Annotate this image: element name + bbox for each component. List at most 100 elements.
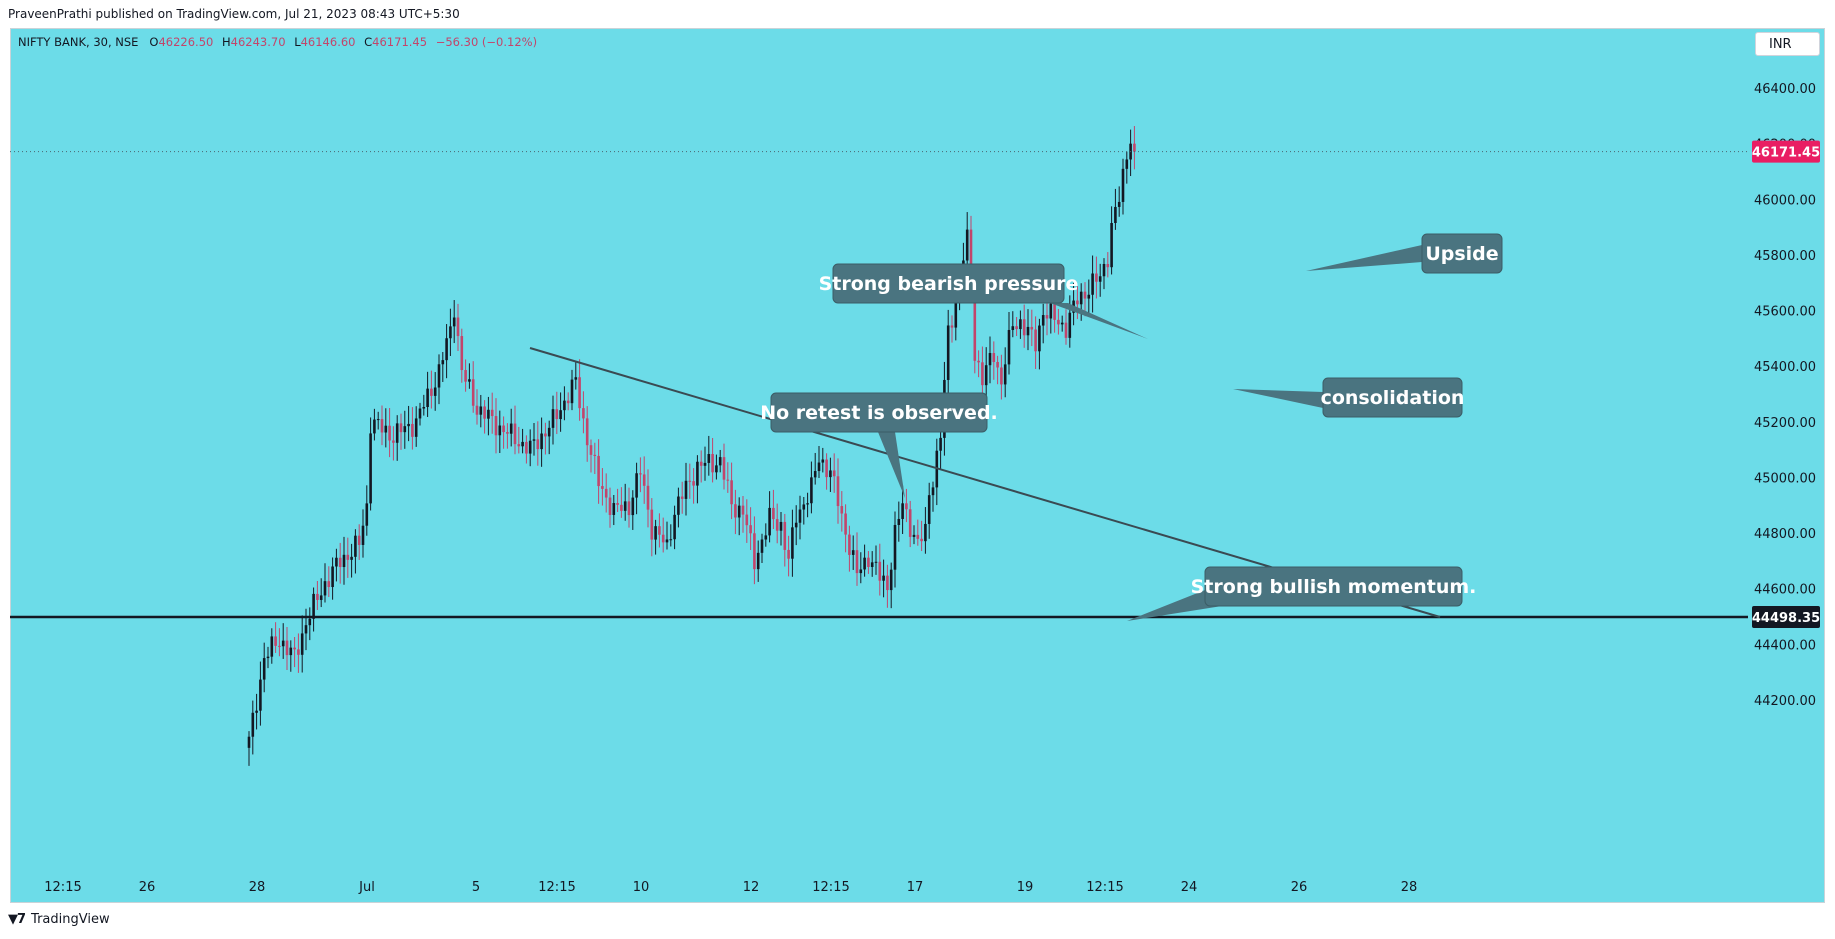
candle-body bbox=[992, 353, 996, 363]
candle-body bbox=[984, 365, 988, 386]
candle-body bbox=[631, 497, 635, 516]
callout-pointer bbox=[1233, 389, 1323, 408]
candle-body bbox=[965, 229, 969, 261]
callout-pointer bbox=[878, 432, 905, 498]
candle-body bbox=[1114, 206, 1117, 224]
last-price-label: 46171.45 bbox=[1752, 146, 1820, 161]
candle-body bbox=[331, 566, 334, 588]
x-tick-label: 17 bbox=[907, 880, 924, 895]
candle-body bbox=[316, 593, 319, 600]
candle-body bbox=[661, 534, 665, 543]
candle-body bbox=[551, 409, 555, 428]
candle-body bbox=[559, 410, 562, 420]
candle-body bbox=[1003, 364, 1007, 385]
candle-body bbox=[760, 539, 764, 553]
candle-body bbox=[844, 513, 847, 535]
candle-body bbox=[912, 534, 916, 537]
candle-body bbox=[996, 362, 999, 368]
candle-body bbox=[802, 504, 806, 510]
candle-body bbox=[1083, 291, 1087, 299]
candle-body bbox=[293, 647, 296, 650]
candle-body bbox=[399, 423, 403, 433]
candle-body bbox=[1079, 291, 1083, 305]
candle-body bbox=[707, 454, 711, 463]
callout-annotation[interactable]: No retest is observed. bbox=[760, 392, 998, 498]
open-value: 46226.50 bbox=[158, 35, 214, 49]
candle-body bbox=[718, 457, 722, 466]
candle-body bbox=[1064, 322, 1068, 338]
y-tick-label: 45200.00 bbox=[1754, 416, 1816, 431]
candle-body bbox=[977, 360, 980, 363]
candle-body bbox=[251, 712, 255, 737]
candle-body bbox=[1133, 143, 1136, 152]
footer-brand[interactable]: TradingView bbox=[31, 912, 110, 927]
candle-body bbox=[327, 581, 331, 588]
candle-body bbox=[483, 406, 486, 419]
candle-body bbox=[589, 445, 593, 455]
candle-body bbox=[376, 419, 380, 421]
candle-body bbox=[1068, 312, 1072, 338]
candle-body bbox=[297, 649, 300, 655]
callout-pointer bbox=[1127, 590, 1222, 621]
candle-body bbox=[829, 470, 832, 478]
candle-body bbox=[601, 486, 604, 489]
x-tick-label: 19 bbox=[1017, 880, 1034, 895]
candle-body bbox=[487, 409, 490, 419]
callout-text: No retest is observed. bbox=[760, 402, 998, 424]
symbol-name: NIFTY BANK, 30, NSE bbox=[18, 35, 139, 49]
candle-body bbox=[312, 593, 315, 619]
candle-body bbox=[608, 497, 612, 515]
chart-pane[interactable] bbox=[10, 28, 1825, 903]
tradingview-logo-icon[interactable]: ▼7 bbox=[8, 912, 26, 927]
candle-body bbox=[460, 336, 464, 371]
candle-body bbox=[1091, 273, 1094, 295]
candle-body bbox=[620, 504, 623, 511]
candle-body bbox=[734, 504, 737, 518]
candle-body bbox=[1057, 319, 1060, 325]
candle-body bbox=[544, 433, 547, 437]
candle-body bbox=[278, 645, 281, 647]
callout-box bbox=[832, 263, 1065, 304]
published-info: PraveenPrathi published on TradingView.c… bbox=[8, 7, 460, 21]
candle-body bbox=[547, 427, 551, 437]
candle-body bbox=[737, 505, 741, 518]
candle-body bbox=[939, 437, 942, 451]
x-tick-label: 12:15 bbox=[1086, 880, 1123, 895]
candle-body bbox=[665, 539, 669, 543]
candle-body bbox=[1098, 276, 1102, 282]
candle-body bbox=[772, 507, 775, 520]
candle-body bbox=[756, 552, 760, 570]
candle-body bbox=[806, 503, 809, 505]
candle-body bbox=[449, 326, 452, 339]
candle-body bbox=[452, 317, 456, 327]
x-tick-label: 12:15 bbox=[812, 880, 849, 895]
candle-body bbox=[513, 423, 517, 445]
candle-body bbox=[1011, 326, 1015, 330]
currency-selector[interactable]: INR bbox=[1755, 32, 1820, 56]
callout-box bbox=[770, 392, 988, 433]
candle-body bbox=[498, 425, 502, 436]
candle-body bbox=[627, 501, 631, 516]
candle-body bbox=[654, 526, 657, 540]
candle-body bbox=[540, 433, 543, 450]
candle-body bbox=[677, 496, 680, 515]
callout-annotation[interactable]: consolidation bbox=[1233, 377, 1465, 418]
candle-body bbox=[528, 440, 532, 454]
y-tick-label: 45600.00 bbox=[1754, 305, 1816, 320]
candle-body bbox=[380, 419, 384, 433]
callout-annotation[interactable]: Strong bearish pressure bbox=[819, 263, 1148, 339]
callout-annotation[interactable]: Strong bullish momentum. bbox=[1127, 566, 1476, 621]
candle-body bbox=[1121, 168, 1125, 202]
candle-body bbox=[825, 459, 828, 478]
candle-body bbox=[304, 625, 308, 634]
callout-annotation[interactable]: Upside bbox=[1306, 233, 1503, 274]
candle-body bbox=[1034, 329, 1037, 352]
support-price-tag bbox=[1752, 606, 1820, 629]
candle-body bbox=[532, 439, 536, 441]
candle-body bbox=[354, 535, 357, 557]
last-price-tag bbox=[1752, 140, 1820, 163]
callout-text: consolidation bbox=[1321, 387, 1465, 409]
candle-body bbox=[456, 317, 460, 337]
candle-body bbox=[798, 509, 802, 523]
